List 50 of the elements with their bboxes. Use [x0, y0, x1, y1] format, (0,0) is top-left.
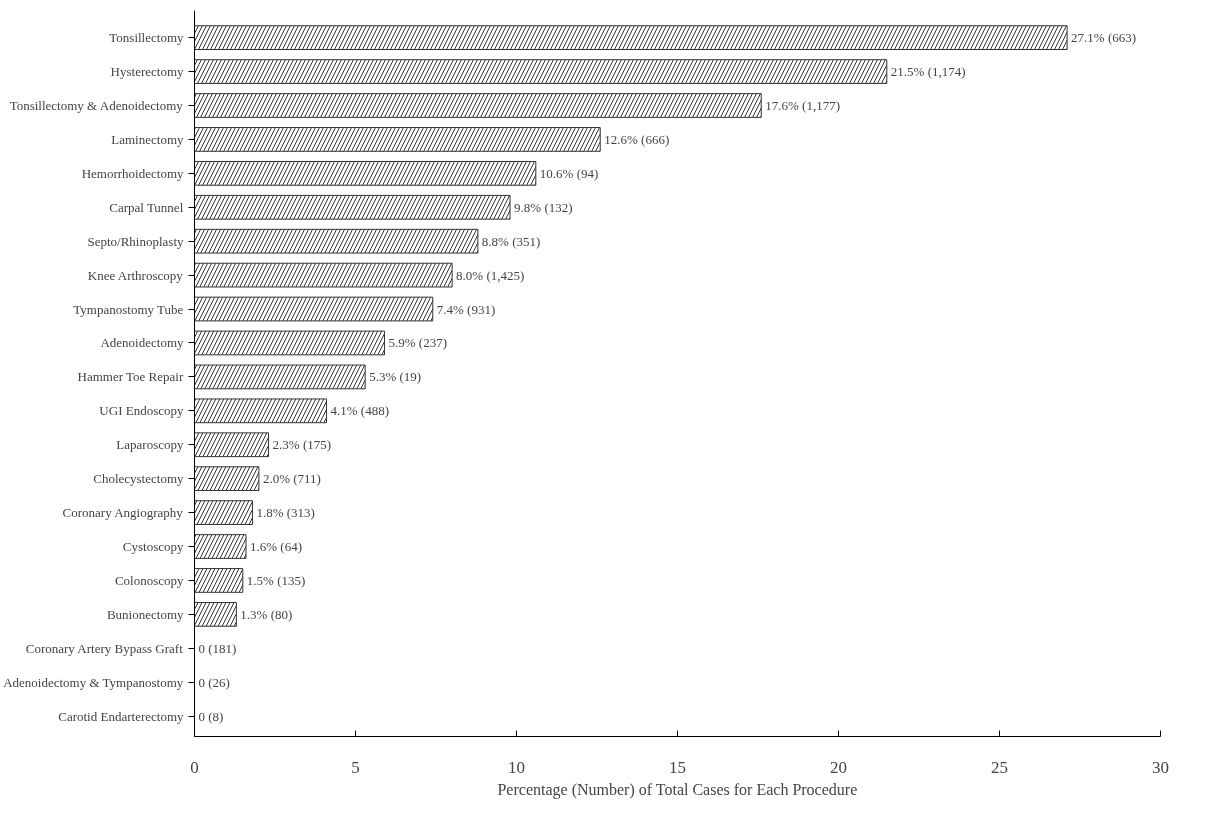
- y-tick-label: Hammer Toe Repair: [77, 369, 184, 385]
- data-label: 10.6% (94): [539, 165, 599, 181]
- data-label: 1.3% (80): [240, 606, 293, 622]
- x-tick-label: 5: [351, 757, 360, 777]
- data-label: 0 (26): [198, 674, 230, 690]
- y-tick-label: Cholecystectomy: [93, 471, 184, 487]
- data-label: 1.6% (64): [250, 539, 303, 555]
- y-tick-label: Tonsillectomy & Adenoidectomy: [9, 97, 184, 113]
- data-label: 7.4% (931): [436, 301, 496, 317]
- x-tick-label: 10: [508, 757, 525, 777]
- x-axis-title: Percentage (Number) of Total Cases for Each Procedure: [497, 780, 858, 799]
- y-tick-label: Colonoscopy: [114, 572, 184, 588]
- x-tick-label: 25: [991, 757, 1008, 777]
- y-tick-label: Carotid Endarterectomy: [58, 708, 184, 724]
- y-tick-label: Tonsillectomy: [109, 30, 184, 46]
- y-tick-label: Tympanostomy Tube: [73, 301, 184, 317]
- y-tick-label: Laparoscopy: [116, 437, 184, 453]
- y-tick-label: Knee Arthroscopy: [87, 267, 184, 283]
- data-label: 2.0% (711): [262, 471, 321, 487]
- data-label: 8.0% (1,425): [456, 267, 525, 283]
- y-tick-label: Coronary Angiography: [62, 505, 184, 521]
- data-label: 27.1% (663): [1071, 30, 1137, 46]
- data-label: 9.8% (132): [514, 199, 573, 215]
- data-label: 5.3% (19): [369, 369, 422, 385]
- y-tick-label: Hemorrhoidectomy: [81, 165, 184, 181]
- data-label: 1.5% (135): [246, 572, 306, 588]
- y-tick-label: Bunionectomy: [106, 606, 184, 622]
- x-tick-label: 15: [669, 757, 686, 777]
- data-label: 12.6% (666): [604, 131, 670, 147]
- data-label: 4.1% (488): [330, 403, 390, 419]
- data-label: 8.8% (351): [481, 233, 541, 249]
- data-label: 0 (181): [198, 640, 237, 656]
- y-tick-label: Adenoidectomy & Tympanostomy: [3, 674, 184, 690]
- data-label: 0 (8): [198, 708, 224, 724]
- y-tick-label: Cystoscopy: [122, 539, 184, 555]
- data-label: 2.3% (175): [272, 437, 332, 453]
- data-label: 17.6% (1,177): [765, 97, 840, 113]
- x-tick-label: 20: [830, 757, 847, 777]
- y-tick-label: Coronary Artery Bypass Graft: [25, 640, 184, 656]
- data-label: 1.8% (313): [256, 505, 315, 521]
- x-tick-label: 0: [190, 757, 199, 777]
- y-tick-label: UGI Endoscopy: [99, 403, 184, 419]
- y-tick-label: Laminectomy: [111, 131, 184, 147]
- data-label: 5.9% (237): [388, 335, 447, 351]
- data-label: 21.5% (1,174): [890, 64, 966, 80]
- y-tick-label: Hysterectomy: [110, 64, 184, 80]
- y-tick-label: Adenoidectomy: [100, 335, 184, 351]
- y-tick-label: Septo/Rhinoplasty: [87, 233, 184, 249]
- y-tick-label: Carpal Tunnel: [109, 199, 184, 215]
- x-tick-label: 30: [1152, 757, 1169, 777]
